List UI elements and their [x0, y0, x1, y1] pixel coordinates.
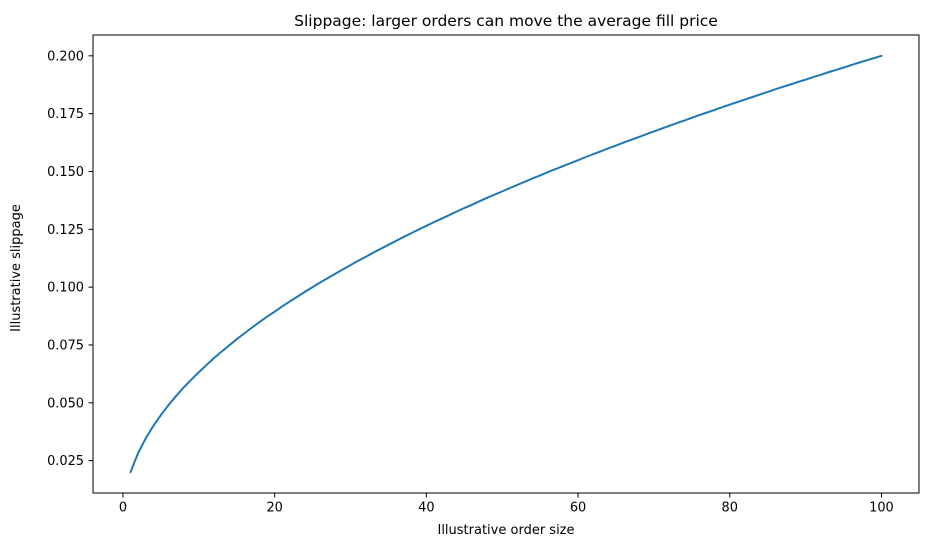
- y-tick-label: 0.125: [47, 223, 84, 238]
- axes-layer: 0 20 40 60 80 100 0.025 0.050 0.075 0.100 0.125 0.1…: [47, 34, 920, 516]
- y-tick-label: 0.200: [47, 49, 84, 64]
- y-tick-label: 0.025: [47, 454, 84, 469]
- x-tick-label: 60: [570, 501, 586, 516]
- y-tick-label: 0.150: [47, 165, 84, 180]
- x-tick-label: 20: [266, 501, 282, 516]
- x-tick-label: 40: [418, 501, 434, 516]
- y-tick-label: 0.075: [47, 338, 84, 353]
- y-tick-label: 0.050: [47, 396, 84, 411]
- y-axis-label: Illustrative slippage: [9, 204, 24, 332]
- y-tick-label: 0.175: [47, 107, 84, 122]
- x-tick-label: 0: [119, 501, 127, 516]
- x-tick-label: 100: [869, 501, 894, 516]
- x-tick-label: 80: [722, 501, 738, 516]
- x-axis-label: Illustrative order size: [437, 523, 574, 538]
- axes-frame: [92, 34, 920, 494]
- illustrative-slippage-curve: [129, 54, 883, 474]
- chart-title: Slippage: larger orders can move the ave…: [294, 12, 718, 30]
- y-tick-label: 0.100: [47, 281, 84, 296]
